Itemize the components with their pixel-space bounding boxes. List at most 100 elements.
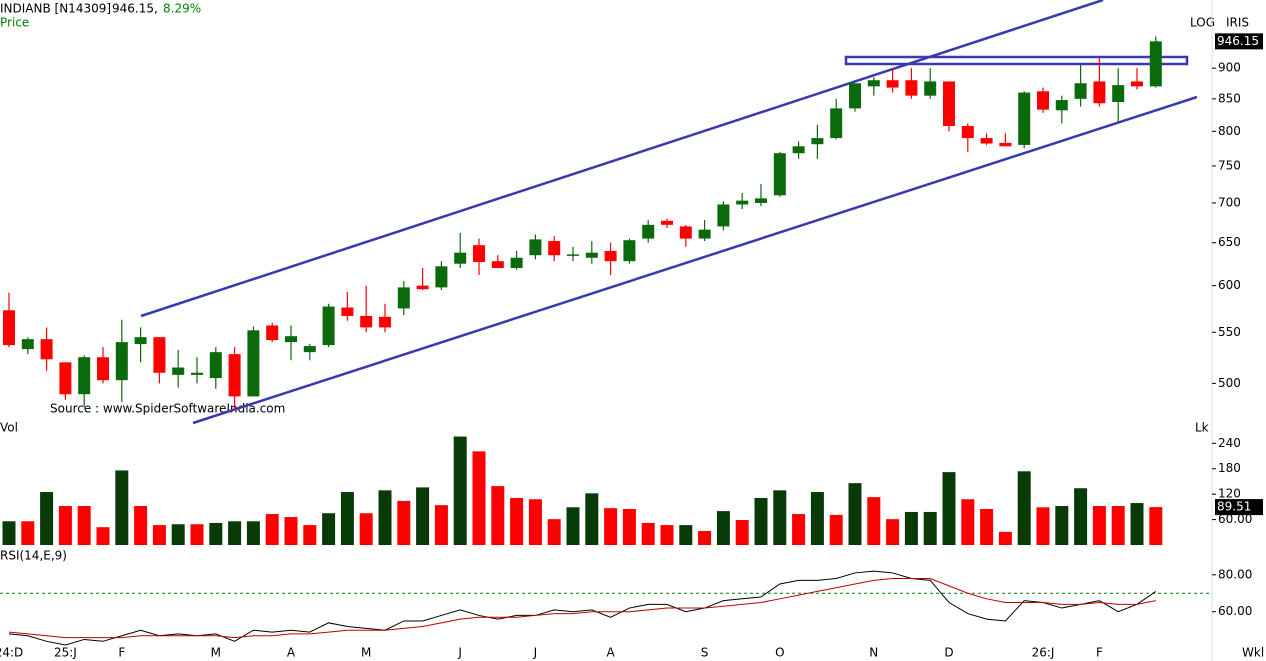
x-tick-label: J [533,646,538,660]
candle-body [811,138,824,145]
candle-body [1149,41,1162,87]
x-tick-label: D [944,646,953,660]
x-tick-label: A [287,646,296,660]
unit-label: Lk [1195,421,1209,435]
candle-body [435,266,448,288]
candle-body [849,83,861,109]
candle-body [285,336,297,343]
value-box-label: 89.51 [1217,500,1251,514]
volume-bar [848,483,862,545]
candle-body [191,372,203,375]
candle-body [1037,91,1049,110]
candle-body [303,346,316,353]
volume-bar [1149,507,1163,545]
candle-body [548,241,561,256]
candle-body [792,146,805,154]
volume-bar [1036,507,1050,545]
volume-bar [622,508,636,545]
x-tick-label: A [606,646,615,660]
volume-bar [134,506,148,545]
scale-label: LOG [1190,16,1215,30]
rsi-line [8,577,1156,639]
x-tick-label: M [361,646,371,660]
candle-body [1093,81,1106,104]
candle-body [266,325,279,341]
drawings [140,0,1198,425]
volume-bar [1055,506,1069,545]
channel-line [140,0,1104,318]
volume-bar [171,524,185,545]
volume-bar [190,524,204,545]
value-box [1215,499,1263,516]
candle-body [698,229,711,239]
volume-bar [998,531,1012,545]
volume-bar [1017,471,1031,545]
candle-body [322,306,335,346]
volume-bar [980,508,994,545]
volume-bar [961,499,975,545]
volume-bar [773,490,787,545]
volume-bar [942,472,956,545]
candle-body [980,138,993,144]
volume-bar [491,486,505,545]
volume-bar [641,522,655,545]
volume-bar [453,436,467,545]
panel-label: Price [0,16,29,30]
volume-bar [77,506,91,545]
candle-body [341,307,354,316]
volume-bar [904,511,918,545]
candle-body [1074,83,1087,99]
x-tick-label: F [118,646,125,660]
volume-bar [397,500,411,545]
candle-body [830,108,843,139]
volume-bar [604,508,618,545]
candle-body [717,204,730,227]
volume-bar [58,506,72,545]
y-tick-label: 600 [1218,278,1241,292]
candle-body [755,198,767,203]
y-tick-label: 80.00 [1218,567,1252,581]
rsi-line [8,570,1157,646]
volume-bar [2,521,16,545]
candle-body [360,315,373,328]
volume-bar [284,517,298,545]
panel-label: Vol [0,421,18,435]
volume-bar [829,514,843,545]
candle-body [623,240,636,262]
candle-body [21,339,34,350]
candle-body [529,239,542,256]
resistance-box [844,55,1189,66]
candle-body [172,367,185,375]
candle-body [397,287,410,309]
volume-bar [754,497,768,545]
candle-body [679,226,692,239]
volume-bar [96,527,110,545]
candle-body [661,220,673,225]
volume-bar [528,499,542,545]
x-tick-label: 25:J [54,646,77,660]
candle-body [454,252,467,264]
y-tick-label: 650 [1218,235,1241,249]
volume-bar [1111,506,1125,545]
y-tick-label: 550 [1218,325,1241,339]
volume-bar [547,519,561,545]
volume-bar [115,470,129,545]
volume-bar [209,522,223,545]
y-tick-label: 700 [1218,195,1241,209]
volume-bar [434,505,448,545]
candle-body [943,81,955,126]
candle-body [59,362,72,395]
volume-bar [359,513,373,545]
symbol: INDIANB [N14309] [0,2,111,16]
candle-body [1131,81,1143,87]
indicator-label: IRIS [1226,16,1249,30]
x-tick-label: J [457,646,462,660]
candle-body [886,80,899,88]
y-tick-label: 500 [1218,376,1241,390]
y-tick-label: 750 [1218,158,1241,172]
candle-body [999,142,1012,147]
candle-body [491,261,504,269]
panel-label: RSI(14,E,9) [0,549,67,563]
x-tick-label: S [701,646,709,660]
